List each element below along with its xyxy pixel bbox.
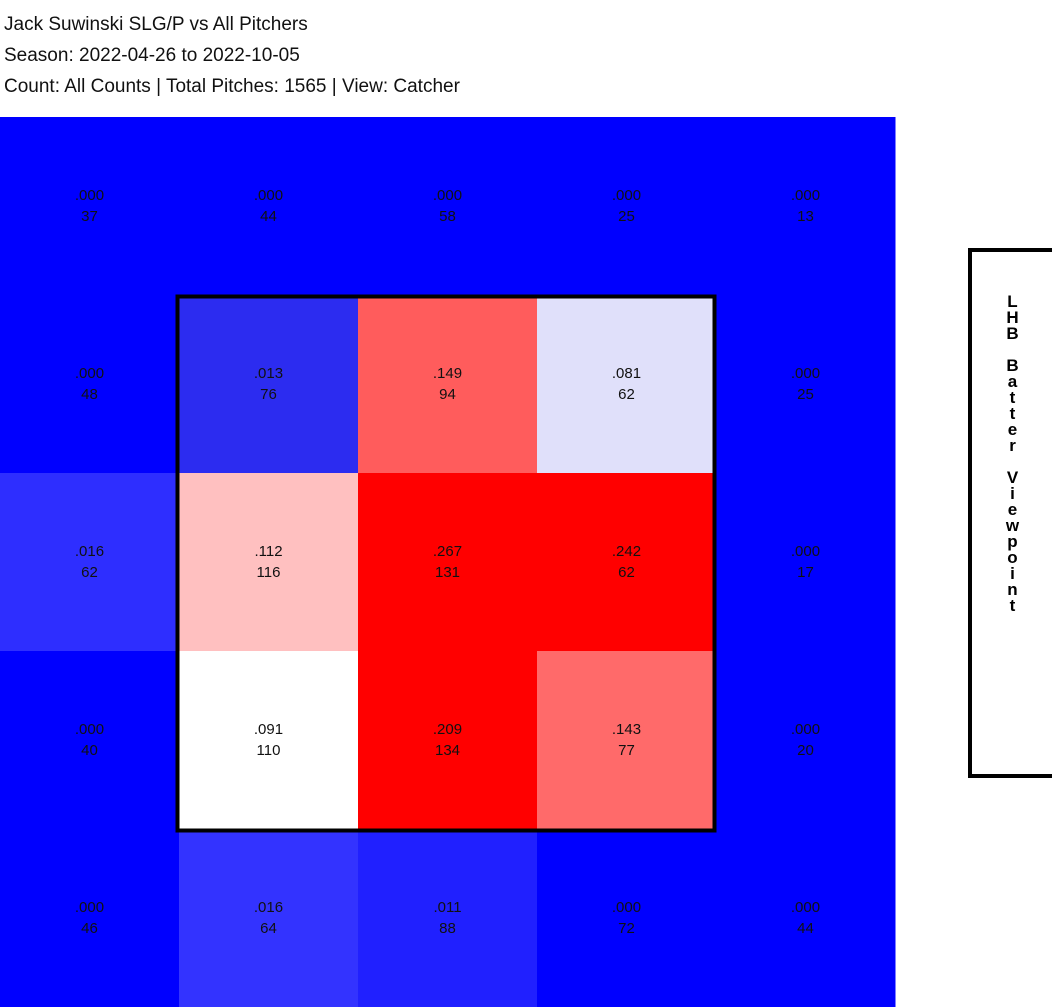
- cell: [358, 117, 538, 296]
- cell-count: 46: [81, 920, 98, 937]
- cell-value: .143: [612, 721, 641, 738]
- cell: [537, 295, 717, 474]
- cell: [358, 651, 538, 830]
- cell: [179, 117, 359, 296]
- cell-count: 62: [618, 564, 635, 581]
- cell-value: .267: [433, 543, 462, 560]
- cell-value: .016: [254, 899, 283, 916]
- cell-count: 37: [81, 208, 98, 225]
- cell-value: .000: [75, 187, 104, 204]
- chart-subtitle: Season: 2022-04-26 to 2022-10-05: [4, 45, 300, 66]
- cell-count: 62: [81, 564, 98, 581]
- cell-value: .000: [75, 899, 104, 916]
- cell-count: 62: [618, 386, 635, 403]
- cell-count: 116: [257, 564, 281, 581]
- cell: [716, 473, 896, 652]
- cell: [716, 117, 896, 296]
- cell-value: .000: [791, 899, 820, 916]
- cell-value: .000: [612, 899, 641, 916]
- cell-count: 25: [618, 208, 635, 225]
- cell-count: 20: [797, 742, 814, 759]
- cell: [0, 651, 180, 830]
- cell: [537, 651, 717, 830]
- cell-count: 131: [435, 564, 460, 581]
- cell-value: .016: [75, 543, 104, 560]
- cell: [537, 117, 717, 296]
- chart-title: Jack Suwinski SLG/P vs All Pitchers: [4, 14, 308, 35]
- cell-value: .011: [433, 899, 461, 916]
- cell-count: 58: [439, 208, 456, 225]
- cell: [0, 829, 180, 1007]
- cell-value: .000: [791, 543, 820, 560]
- cell-value: .000: [791, 187, 820, 204]
- chart-note: Count: All Counts | Total Pitches: 1565 …: [4, 76, 460, 97]
- cell-count: 72: [618, 920, 635, 937]
- cell-count: 17: [797, 564, 814, 581]
- cell-count: 94: [439, 386, 456, 403]
- cell: [358, 473, 538, 652]
- cell: [179, 829, 359, 1007]
- cell-value: .000: [75, 365, 104, 382]
- cell: [179, 651, 359, 830]
- cell-count: 44: [797, 920, 814, 937]
- cell: [0, 117, 180, 296]
- cell-value: .000: [254, 187, 283, 204]
- cell-count: 134: [435, 742, 460, 759]
- cell-value: .000: [75, 721, 104, 738]
- cell: [179, 295, 359, 474]
- cell-value: .149: [433, 365, 462, 382]
- cell-value: .091: [254, 721, 283, 738]
- cell: [716, 295, 896, 474]
- cell: [358, 829, 538, 1007]
- cell-value: .013: [254, 365, 283, 382]
- cell-count: 76: [260, 386, 277, 403]
- cell-count: 88: [439, 920, 456, 937]
- cell-value: .000: [791, 365, 820, 382]
- side-label: LHB Batter Viewpoint: [1003, 292, 1022, 612]
- cell-value: .112: [254, 543, 282, 560]
- cell-count: 44: [260, 208, 277, 225]
- cell: [537, 473, 717, 652]
- cell-count: 25: [797, 386, 814, 403]
- cell-count: 77: [618, 742, 635, 759]
- cell: [716, 829, 896, 1007]
- cell: [0, 295, 180, 474]
- cell-count: 40: [81, 742, 98, 759]
- cell-count: 64: [260, 920, 277, 937]
- strike-zone: [175, 294, 717, 833]
- cell: [358, 295, 538, 474]
- cell: [0, 473, 180, 652]
- cell: [716, 651, 896, 830]
- cell-count: 13: [797, 208, 814, 225]
- cell: [179, 473, 359, 652]
- side-box: LHB Batter Viewpoint: [968, 248, 1052, 778]
- cell-value: .000: [612, 187, 641, 204]
- cell-value: .242: [612, 543, 641, 560]
- cell-value: .209: [433, 721, 462, 738]
- heatmap: .000 37 .000 44 .000 58 .000 25 .000 13 .000 48 .013…: [0, 117, 896, 1007]
- cell-count: 48: [81, 386, 98, 403]
- cell-count: 110: [257, 742, 281, 759]
- cell: [537, 829, 717, 1007]
- cell-value: .081: [612, 365, 641, 382]
- cell-value: .000: [791, 721, 820, 738]
- cell-value: .000: [433, 187, 462, 204]
